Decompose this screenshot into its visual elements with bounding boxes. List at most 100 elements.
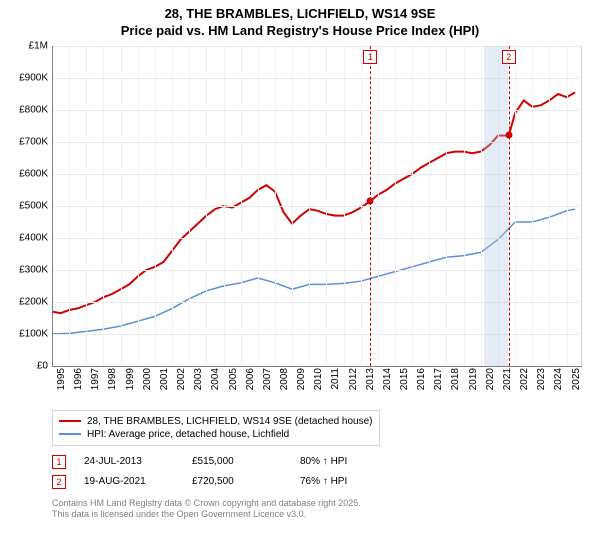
xtick-label: 2002 (176, 368, 187, 390)
xtick-label: 2012 (348, 368, 359, 390)
xtick-label: 2003 (193, 368, 204, 390)
xtick-label: 1998 (107, 368, 118, 390)
event-band (484, 46, 508, 366)
ytick-label: £700K (12, 136, 48, 147)
gridline-v (86, 46, 87, 366)
event-price: £515,000 (192, 456, 282, 467)
event-row: 1 24-JUL-2013 £515,000 80% ↑ HPI (52, 452, 588, 472)
ytick-label: £900K (12, 72, 48, 83)
ytick-label: £800K (12, 104, 48, 115)
gridline-v (103, 46, 104, 366)
xtick-label: 1995 (56, 368, 67, 390)
gridline-v (412, 46, 413, 366)
event-table: 1 24-JUL-2013 £515,000 80% ↑ HPI 2 19-AUG-202… (52, 452, 588, 492)
xtick-label: 2001 (159, 368, 170, 390)
event-date: 19-AUG-2021 (84, 476, 174, 487)
ytick-label: £1M (12, 40, 48, 51)
sale-point (367, 197, 374, 204)
gridline-v (429, 46, 430, 366)
ytick-label: £400K (12, 232, 48, 243)
price-chart: £0£100K£200K£300K£400K£500K£600K£700K£80… (12, 46, 588, 404)
gridline-v (446, 46, 447, 366)
xtick-label: 2005 (228, 368, 239, 390)
xtick-label: 2016 (416, 368, 427, 390)
event-row: 2 19-AUG-2021 £720,500 76% ↑ HPI (52, 472, 588, 492)
event-pct: 80% ↑ HPI (300, 456, 390, 467)
xtick-label: 2013 (365, 368, 376, 390)
gridline-v (121, 46, 122, 366)
event-pct: 76% ↑ HPI (300, 476, 390, 487)
footer-line-2: This data is licensed under the Open Gov… (52, 509, 588, 521)
xtick-label: 2011 (330, 368, 341, 390)
event-line (370, 46, 371, 366)
gridline-v (326, 46, 327, 366)
gridline-v (464, 46, 465, 366)
ytick-label: £100K (12, 328, 48, 339)
gridline-v (69, 46, 70, 366)
gridline-v (549, 46, 550, 366)
gridline-v (395, 46, 396, 366)
ytick-label: £500K (12, 200, 48, 211)
ytick-label: £200K (12, 296, 48, 307)
event-row-marker: 2 (52, 475, 66, 489)
legend-label: HPI: Average price, detached house, Lich… (87, 429, 289, 440)
gridline-v (155, 46, 156, 366)
xtick-label: 2008 (279, 368, 290, 390)
gridline-v (292, 46, 293, 366)
xtick-label: 2009 (296, 368, 307, 390)
footer-attribution: Contains HM Land Registry data © Crown c… (52, 498, 588, 521)
gridline-v (515, 46, 516, 366)
gridline-v (567, 46, 568, 366)
xtick-label: 2010 (313, 368, 324, 390)
title-line-1: 28, THE BRAMBLES, LICHFIELD, WS14 9SE (0, 6, 600, 23)
xtick-label: 2023 (536, 368, 547, 390)
legend-label: 28, THE BRAMBLES, LICHFIELD, WS14 9SE (d… (87, 416, 373, 427)
event-date: 24-JUL-2013 (84, 456, 174, 467)
gridline-v (138, 46, 139, 366)
xtick-label: 1999 (125, 368, 136, 390)
ytick-label: £600K (12, 168, 48, 179)
xtick-label: 2017 (433, 368, 444, 390)
xtick-label: 2015 (399, 368, 410, 390)
event-row-marker: 1 (52, 455, 66, 469)
xtick-label: 1996 (73, 368, 84, 390)
xtick-label: 2022 (519, 368, 530, 390)
legend-swatch (59, 433, 81, 435)
ytick-label: £0 (12, 360, 48, 371)
event-price: £720,500 (192, 476, 282, 487)
xtick-label: 2024 (553, 368, 564, 390)
title-line-2: Price paid vs. HM Land Registry's House … (0, 23, 600, 40)
xtick-label: 2025 (571, 368, 582, 390)
xtick-label: 2018 (450, 368, 461, 390)
gridline-v (258, 46, 259, 366)
gridline-v (189, 46, 190, 366)
legend: 28, THE BRAMBLES, LICHFIELD, WS14 9SE (d… (52, 410, 380, 446)
xtick-label: 2021 (502, 368, 513, 390)
xtick-label: 1997 (90, 368, 101, 390)
legend-swatch (59, 420, 81, 422)
gridline-v (309, 46, 310, 366)
gridline-v (275, 46, 276, 366)
gridline-v (172, 46, 173, 366)
gridline-v (224, 46, 225, 366)
gridline-v (378, 46, 379, 366)
xtick-label: 2014 (382, 368, 393, 390)
gridline-h (52, 366, 582, 367)
gridline-v (241, 46, 242, 366)
legend-item: HPI: Average price, detached house, Lich… (59, 428, 373, 441)
gridline-v (52, 46, 53, 366)
gridline-v (481, 46, 482, 366)
gridline-v (532, 46, 533, 366)
gridline-v (206, 46, 207, 366)
sale-point (505, 132, 512, 139)
xtick-label: 2020 (485, 368, 496, 390)
xtick-label: 2000 (142, 368, 153, 390)
gridline-v (344, 46, 345, 366)
event-marker: 2 (502, 50, 516, 64)
footer-line-1: Contains HM Land Registry data © Crown c… (52, 498, 588, 510)
xtick-label: 2004 (210, 368, 221, 390)
xtick-label: 2007 (262, 368, 273, 390)
chart-title: 28, THE BRAMBLES, LICHFIELD, WS14 9SE Pr… (0, 0, 600, 42)
gridline-v (361, 46, 362, 366)
event-line (509, 46, 510, 366)
